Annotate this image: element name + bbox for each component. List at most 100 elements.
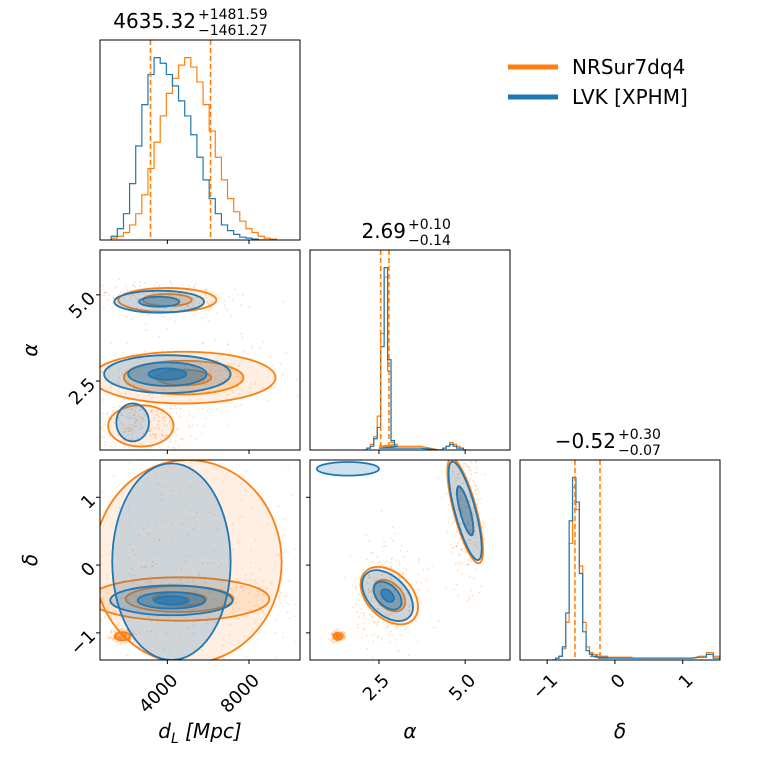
scatter-point [128, 454, 130, 456]
scatter-point [210, 365, 212, 368]
x-tick-label-delta: 1 [675, 670, 698, 693]
scatter-point [6, 649, 8, 651]
scatter-point [158, 539, 161, 541]
scatter-point [110, 342, 113, 345]
scatter-point [140, 443, 143, 446]
scatter-point [334, 630, 336, 633]
scatter-point [97, 376, 99, 378]
scatter-point [475, 568, 478, 571]
scatter-point [72, 595, 74, 597]
scatter-point [138, 293, 141, 296]
scatter-point [203, 425, 206, 428]
scatter-point [119, 290, 122, 293]
scatter-point [164, 416, 167, 419]
scatter-point [204, 294, 207, 297]
scatter-point [475, 451, 477, 453]
scatter-point [236, 375, 239, 378]
scatter-point [216, 359, 219, 362]
scatter-point [127, 599, 130, 602]
scatter-point [133, 441, 136, 444]
scatter-point [350, 599, 352, 601]
scatter-point [378, 604, 381, 607]
scatter-point [337, 636, 340, 639]
scatter-point [60, 582, 62, 584]
scatter-point [404, 628, 407, 631]
scatter-point [179, 415, 182, 418]
scatter-point [391, 556, 394, 559]
scatter-point [339, 631, 342, 633]
scatter-point [463, 462, 466, 465]
scatter-point [371, 596, 373, 599]
y-tick-label-alpha: 5.0 [65, 288, 100, 323]
scatter-point [469, 514, 471, 517]
scatter-point [103, 423, 106, 426]
scatter-point [306, 617, 308, 619]
scatter-point [160, 498, 163, 501]
scatter-point [334, 634, 337, 637]
scatter-point [455, 545, 458, 548]
scatter-point [209, 368, 211, 371]
scatter-point [70, 619, 72, 621]
scatter-point [361, 600, 363, 602]
scatter-point [138, 280, 141, 283]
scatter-point [201, 562, 204, 565]
scatter-point [375, 556, 378, 558]
scatter-point [366, 558, 368, 561]
scatter-point [121, 637, 124, 640]
scatter-point [167, 616, 170, 619]
scatter-point [335, 635, 338, 637]
scatter-point [415, 620, 418, 623]
scatter-point [238, 580, 241, 583]
marginal-panel-alpha [363, 250, 467, 450]
scatter-point [286, 602, 288, 604]
scatter-point [196, 296, 199, 299]
scatter-point [336, 640, 338, 642]
scatter-point [467, 522, 469, 525]
scatter-point [188, 555, 191, 558]
scatter-point [89, 436, 91, 438]
scatter-point [343, 631, 346, 634]
scatter-point [129, 430, 131, 432]
scatter-point [461, 510, 464, 513]
scatter-point [90, 439, 92, 441]
scatter-point [204, 383, 207, 386]
scatter-point [110, 631, 113, 634]
scatter-point [334, 636, 337, 639]
scatter-point [259, 568, 261, 571]
scatter-point [467, 493, 470, 496]
scatter-point [81, 582, 83, 584]
scatter-point [152, 365, 154, 368]
scatter-point [398, 601, 401, 604]
scatter-point [198, 571, 200, 574]
scatter-point [154, 297, 157, 300]
scatter-point [215, 312, 218, 314]
scatter-point [128, 608, 131, 611]
scatter-point [396, 627, 399, 630]
scatter-point [336, 636, 339, 639]
scatter-point [370, 591, 373, 593]
scatter-point [92, 425, 94, 427]
scatter-point [158, 335, 160, 338]
scatter-point [339, 639, 342, 642]
scatter-point [157, 299, 159, 301]
scatter-point [191, 580, 194, 583]
scatter-point [157, 605, 160, 607]
scatter-point [179, 489, 182, 492]
scatter-point [335, 636, 338, 639]
scatter-point [80, 442, 82, 444]
scatter-point [129, 298, 132, 300]
scatter-point [200, 649, 203, 652]
scatter-point [142, 419, 145, 421]
scatter-point [160, 433, 163, 435]
scatter-point [156, 615, 158, 618]
scatter-point [176, 428, 178, 431]
scatter-point [462, 462, 465, 465]
scatter-point [468, 513, 471, 516]
scatter-point [103, 306, 105, 309]
scatter-point [136, 297, 139, 300]
scatter-point [121, 636, 124, 639]
scatter-point [337, 634, 340, 637]
scatter-point [117, 633, 120, 636]
scatter-point [219, 380, 222, 383]
scatter-point [155, 281, 158, 284]
